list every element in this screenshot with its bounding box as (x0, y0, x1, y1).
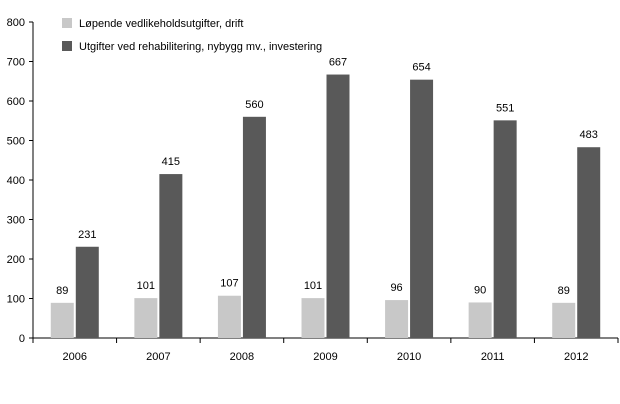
bar-series-2 (75, 246, 99, 338)
x-tick-label: 2008 (230, 351, 254, 363)
x-tick-label: 2012 (564, 351, 588, 363)
legend-swatch (62, 18, 72, 28)
bar-series-1 (385, 300, 409, 338)
y-tick-label: 0 (19, 333, 25, 345)
bar-series-1 (468, 302, 492, 338)
data-label: 231 (78, 229, 96, 241)
bar-series-2 (577, 147, 601, 338)
bar-series-2 (242, 116, 266, 338)
data-label: 551 (496, 102, 514, 114)
legend-label: Utgifter ved rehabilitering, nybygg mv.,… (79, 41, 322, 53)
data-label: 667 (329, 57, 347, 69)
y-tick-label: 700 (7, 57, 25, 69)
data-label: 560 (245, 99, 263, 111)
data-label: 415 (162, 156, 180, 168)
x-tick-label: 2011 (481, 351, 505, 363)
data-label: 89 (56, 285, 68, 297)
data-label: 90 (474, 284, 486, 296)
y-tick-label: 800 (7, 17, 25, 29)
bar-series-1 (552, 302, 576, 338)
bar-series-2 (159, 174, 183, 338)
legend-swatch (62, 41, 72, 51)
data-label: 654 (412, 62, 430, 74)
bar-series-1 (301, 298, 325, 338)
y-tick-label: 400 (7, 175, 25, 187)
bar-series-1 (50, 302, 74, 338)
legend-label: Løpende vedlikeholdsutgifter, drift (79, 18, 244, 30)
data-label: 483 (580, 129, 598, 141)
x-tick-label: 2007 (146, 351, 170, 363)
y-tick-label: 500 (7, 136, 25, 148)
x-tick-label: 2006 (63, 351, 87, 363)
bar-series-2 (493, 120, 517, 338)
y-tick-label: 600 (7, 96, 25, 108)
data-label: 96 (390, 282, 402, 294)
data-label: 101 (304, 280, 322, 292)
x-tick-label: 2010 (397, 351, 421, 363)
bar-series-2 (410, 79, 434, 339)
data-label: 89 (558, 285, 570, 297)
x-tick-label: 2009 (313, 351, 337, 363)
data-label: 107 (220, 278, 238, 290)
data-label: 101 (137, 280, 155, 292)
y-tick-label: 200 (7, 254, 25, 266)
y-tick-label: 100 (7, 294, 25, 306)
y-tick-label: 300 (7, 215, 25, 227)
bar-series-1 (134, 298, 158, 338)
bar-series-2 (326, 74, 350, 338)
bar-series-1 (217, 295, 241, 338)
